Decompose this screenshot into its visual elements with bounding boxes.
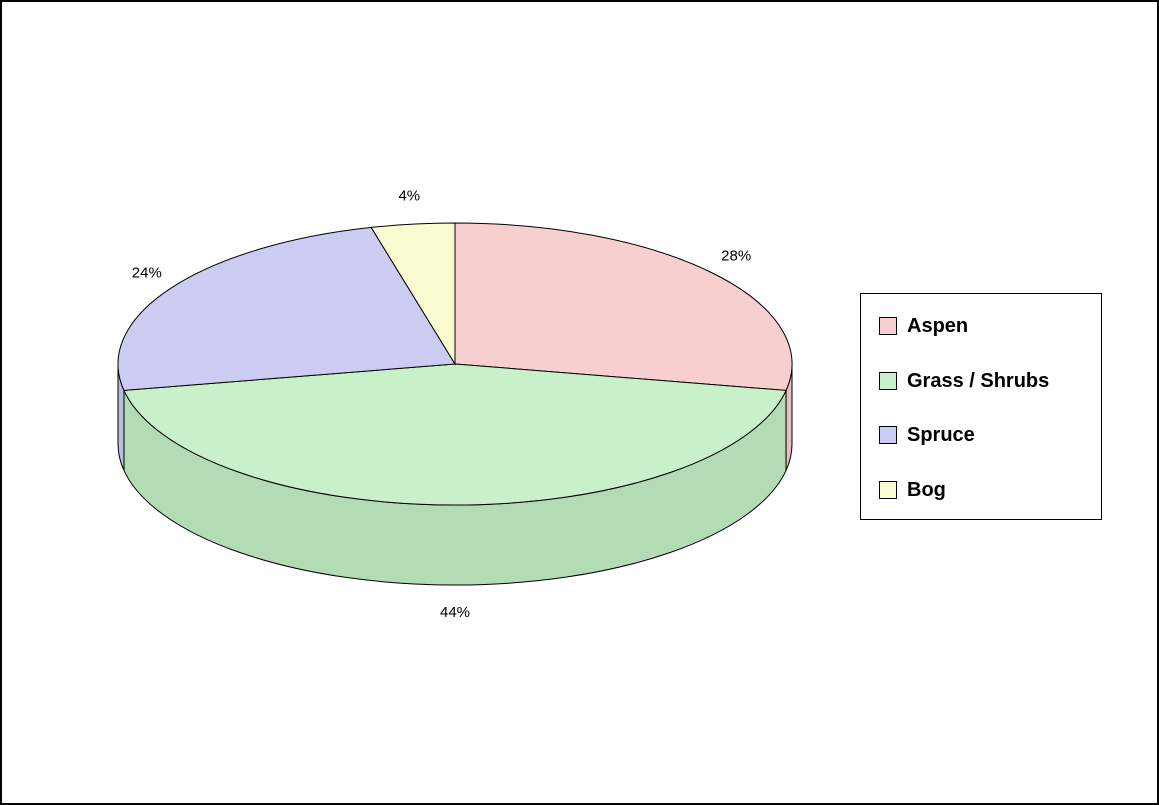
legend-label: Grass / Shrubs	[907, 369, 1050, 392]
data-label-aspen: 28%	[721, 247, 751, 264]
legend-item-spruce: Spruce	[879, 421, 975, 449]
legend-label: Aspen	[907, 314, 969, 337]
legend-swatch	[879, 426, 897, 444]
legend-swatch	[879, 372, 897, 390]
pie-sides	[117, 363, 793, 586]
legend-item-grass-shrubs: Grass / Shrubs	[879, 367, 1049, 395]
legend-item-aspen: Aspen	[879, 312, 968, 340]
pie-slice-grass-shrubs	[123, 363, 787, 506]
data-label-bog: 4%	[398, 187, 420, 204]
pie-data-labels: 28% 44% 24% 4%	[132, 187, 751, 621]
legend-swatch	[879, 481, 897, 499]
data-label-grass-shrubs: 44%	[440, 604, 470, 621]
legend: Aspen Grass / Shrubs Spruce Bog	[860, 293, 1102, 520]
legend-label: Spruce	[907, 423, 975, 446]
legend-item-bog: Bog	[879, 476, 946, 504]
pie-slice-bog	[370, 222, 456, 366]
legend-swatch	[879, 317, 897, 335]
data-label-spruce: 24%	[132, 264, 162, 281]
legend-label: Bog	[907, 478, 946, 501]
pie-slices	[117, 222, 793, 506]
pie-slice-aspen	[454, 222, 793, 391]
pie-slice-spruce	[117, 226, 456, 391]
